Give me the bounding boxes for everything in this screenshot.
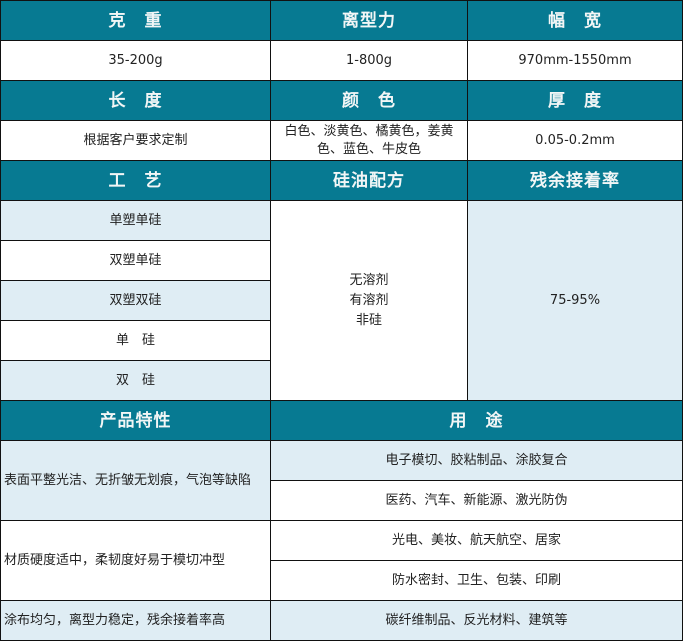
- use-item: 医药、汽车、新能源、激光防伪: [270, 480, 683, 521]
- use-item: 防水密封、卫生、包装、印刷: [270, 560, 683, 601]
- use-item: 电子模切、胶粘制品、涂胶复合: [270, 440, 683, 481]
- thickness-value: 0.05-0.2mm: [467, 120, 683, 161]
- header-thickness: 厚 度: [467, 80, 683, 121]
- header-weight: 克 重: [0, 0, 271, 41]
- header-width: 幅 宽: [467, 0, 683, 41]
- release-force-value: 1-800g: [270, 40, 468, 81]
- header-silicone: 硅油配方: [270, 160, 468, 201]
- silicone-list: 无溶剂 有溶剂 非硅: [270, 200, 468, 401]
- use-item: 碳纤维制品、反光材料、建筑等: [270, 600, 683, 641]
- header-release-force: 离型力: [270, 0, 468, 41]
- weight-value: 35-200g: [0, 40, 271, 81]
- process-item: 单 硅: [0, 320, 271, 361]
- length-value: 根据客户要求定制: [0, 120, 271, 161]
- color-value: 白色、淡黄色、橘黄色，姜黄色、蓝色、牛皮色: [270, 120, 468, 161]
- feature-item: 材质硬度适中，柔韧度好易于模切冲型: [0, 520, 271, 601]
- header-length: 长 度: [0, 80, 271, 121]
- process-item: 双 硅: [0, 360, 271, 401]
- process-item: 单塑单硅: [0, 200, 271, 241]
- feature-item: 表面平整光洁、无折皱无划痕，气泡等缺陷: [0, 440, 271, 521]
- residual-value: 75-95%: [467, 200, 683, 401]
- header-features: 产品特性: [0, 400, 271, 441]
- process-item: 双塑单硅: [0, 240, 271, 281]
- header-color: 颜 色: [270, 80, 468, 121]
- silicone-item: 无溶剂: [349, 272, 389, 288]
- silicone-item: 有溶剂: [349, 292, 389, 308]
- feature-item: 涂布均匀，离型力稳定，残余接着率高: [0, 600, 271, 641]
- header-residual: 残余接着率: [467, 160, 683, 201]
- use-item: 光电、美妆、航天航空、居家: [270, 520, 683, 561]
- silicone-item: 非硅: [355, 312, 382, 328]
- header-uses: 用 途: [270, 400, 683, 441]
- header-process: 工 艺: [0, 160, 271, 201]
- width-value: 970mm-1550mm: [467, 40, 683, 81]
- process-item: 双塑双硅: [0, 280, 271, 321]
